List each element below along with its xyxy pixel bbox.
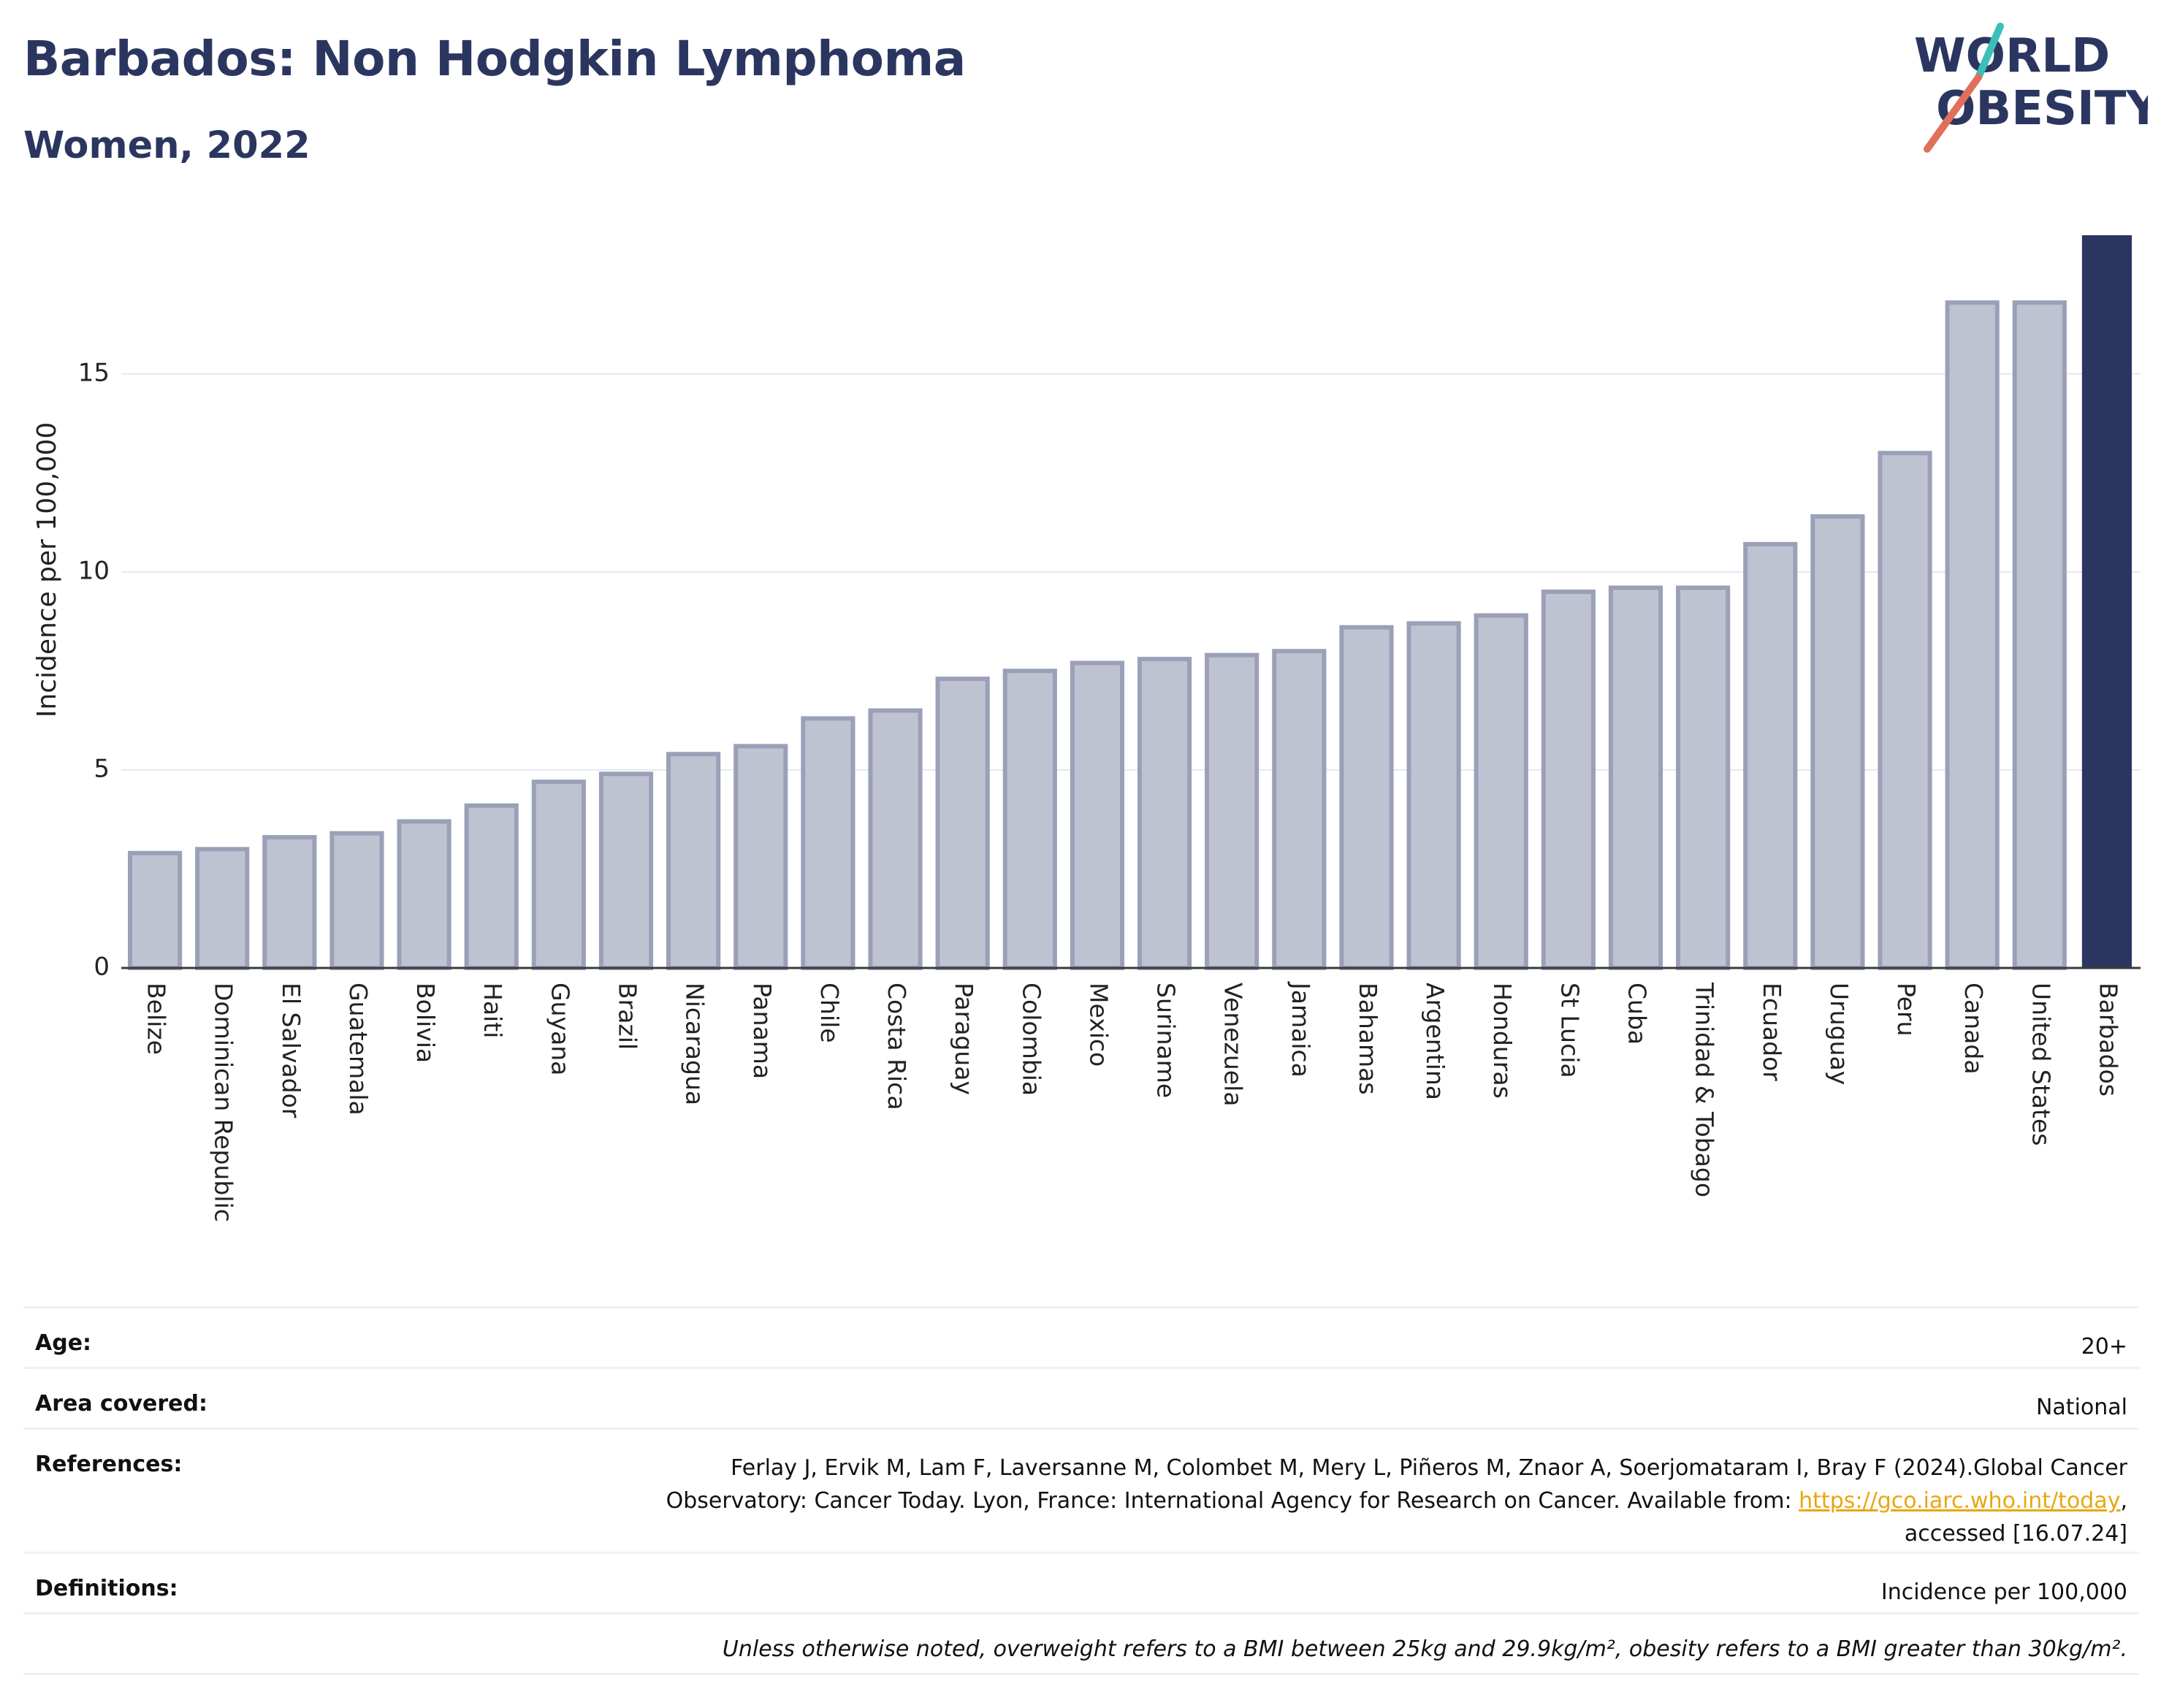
- x-tick-label: Colombia: [1017, 983, 1045, 1096]
- definitions-label: Definitions:: [35, 1576, 178, 1601]
- bar-guatemala: [329, 831, 384, 971]
- x-tick-label: Dominican Republic: [210, 983, 238, 1222]
- bmi-note: Unless otherwise noted, overweight refer…: [722, 1636, 2127, 1662]
- x-tick-label: St Lucia: [1555, 983, 1584, 1078]
- x-tick-label: Mexico: [1084, 983, 1113, 1067]
- x-tick-label: Ecuador: [1758, 983, 1786, 1081]
- bar-trinidad-tobago: [1676, 585, 1731, 970]
- bar-chart: 0 5 10 15 Belize Dominican Republic El Salvad…: [32, 235, 2141, 1222]
- bar-el-salvador: [262, 835, 317, 970]
- bar-dominican-republic: [195, 847, 250, 970]
- references-line2: Observatory: Cancer Today. Lyon, France:…: [666, 1484, 2127, 1517]
- bar-costa-rica: [868, 708, 923, 970]
- definitions-value: Incidence per 100,000: [1880, 1579, 2127, 1605]
- bar-venezuela: [1205, 652, 1259, 970]
- bar-suriname: [1137, 657, 1192, 970]
- x-tick-label: Jamaica: [1287, 981, 1315, 1078]
- x-tick-label: Peru: [1892, 983, 1921, 1037]
- x-tick-label: El Salvador: [277, 983, 305, 1118]
- x-tick-label: Haiti: [479, 983, 507, 1038]
- y-axis-label: Incidence per 100,000: [32, 422, 62, 718]
- x-tick-label: Venezuela: [1219, 983, 1248, 1106]
- bar-bolivia: [397, 819, 451, 971]
- bar-canada: [1945, 300, 2000, 971]
- references-line1: Ferlay J, Ervik M, Lam F, Laversanne M, …: [731, 1455, 2127, 1481]
- y-tick-label: 10: [78, 556, 110, 585]
- bar-haiti: [464, 803, 519, 970]
- references-value: Ferlay J, Ervik M, Lam F, Laversanne M, …: [666, 1452, 2127, 1550]
- x-tick-labels: Belize Dominican Republic El Salvador Guate…: [142, 981, 2123, 1222]
- area-label: Area covered:: [35, 1391, 207, 1417]
- references-line3: accessed [16.07.24]: [1904, 1521, 2127, 1547]
- logo-line1: WORLD: [1914, 29, 2110, 83]
- x-tick-label: Nicaragua: [681, 983, 709, 1105]
- x-tick-label: Guyana: [546, 983, 574, 1075]
- references-line2-pre: Observatory: Cancer Today. Lyon, France:…: [666, 1488, 1799, 1514]
- bar-barbados: [2081, 235, 2133, 968]
- x-tick-label: Barbados: [2094, 983, 2122, 1097]
- references-line2-post: ,: [2120, 1488, 2127, 1514]
- bars: [127, 235, 2133, 971]
- bar-colombia: [1002, 668, 1057, 970]
- bar-chile: [801, 716, 855, 971]
- page-subtitle: Women, 2022: [23, 124, 310, 167]
- bar-bahamas: [1339, 625, 1394, 970]
- references-link[interactable]: https://gco.iarc.who.int/today: [1799, 1488, 2121, 1514]
- bar-panama: [733, 744, 788, 970]
- x-tick-label: Bahamas: [1354, 983, 1382, 1095]
- info-row-references: References: Ferlay J, Ervik M, Lam F, La…: [23, 1427, 2139, 1552]
- bar-belize: [127, 850, 183, 970]
- info-row-note: Unless otherwise noted, overweight refer…: [23, 1612, 2139, 1673]
- x-tick-label: Argentina: [1421, 983, 1449, 1100]
- bar-jamaica: [1272, 649, 1327, 970]
- bar-argentina: [1406, 621, 1461, 970]
- x-tick-label: Panama: [748, 983, 777, 1079]
- x-tick-label: Guatemala: [344, 983, 373, 1116]
- table-bottom-border: [23, 1673, 2139, 1675]
- bar-united-states: [2012, 300, 2067, 971]
- x-tick-label: Belize: [142, 983, 171, 1055]
- info-row-area: Area covered: National: [23, 1367, 2139, 1427]
- bar-cuba: [1608, 585, 1663, 970]
- y-tick-labels: 0 5 10 15: [78, 358, 110, 981]
- y-tick-label: 15: [78, 358, 110, 387]
- y-tick-label: 5: [94, 754, 110, 783]
- bar-st-lucia: [1541, 589, 1596, 970]
- grid-lines: [121, 373, 2141, 771]
- page-title: Barbados: Non Hodgkin Lymphoma: [23, 31, 966, 87]
- bar-brazil: [598, 771, 654, 971]
- info-row-definitions: Definitions: Incidence per 100,000: [23, 1552, 2139, 1612]
- x-tick-label: Canada: [1959, 983, 1988, 1075]
- x-tick-label: Brazil: [614, 983, 642, 1050]
- bar-honduras: [1474, 613, 1528, 970]
- age-value: 20+: [2081, 1334, 2127, 1360]
- bar-uruguay: [1810, 514, 1865, 970]
- references-label: References:: [35, 1452, 183, 1477]
- x-tick-label: Trinidad & Tobago: [1691, 982, 1719, 1197]
- area-value: National: [2035, 1395, 2127, 1420]
- x-tick-label: Honduras: [1488, 983, 1517, 1099]
- bar-paraguay: [935, 676, 990, 970]
- age-label: Age:: [35, 1330, 92, 1356]
- x-tick-label: United States: [2027, 983, 2055, 1145]
- bar-guyana: [531, 779, 586, 971]
- bar-peru: [1878, 451, 1932, 970]
- x-tick-label: Suriname: [1152, 983, 1181, 1098]
- x-tick-label: Paraguay: [950, 983, 978, 1095]
- info-row-age: Age: 20+: [23, 1306, 2139, 1367]
- logo-slash-bottom: [1924, 74, 1982, 153]
- logo-slash-top: [1975, 23, 2004, 81]
- world-obesity-logo: WORLD OBESITY: [1914, 23, 2148, 153]
- x-tick-label: Costa Rica: [883, 983, 911, 1110]
- bar-nicaragua: [666, 752, 721, 970]
- x-tick-label: Cuba: [1623, 983, 1652, 1045]
- x-tick-label: Uruguay: [1825, 983, 1853, 1085]
- bar-ecuador: [1743, 541, 1798, 970]
- x-tick-label: Chile: [815, 983, 844, 1043]
- y-tick-label: 0: [94, 953, 110, 982]
- bar-mexico: [1070, 660, 1125, 971]
- x-tick-label: Bolivia: [411, 983, 440, 1063]
